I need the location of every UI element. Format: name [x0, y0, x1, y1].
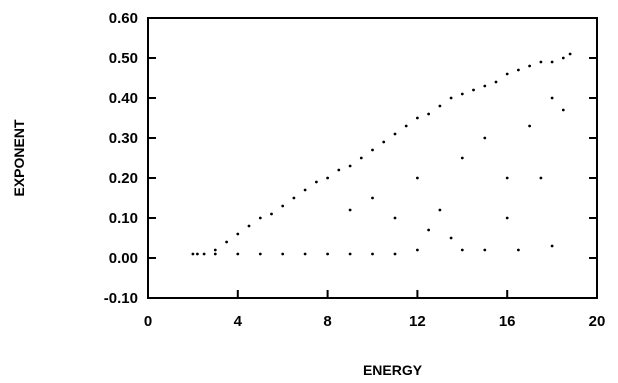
data-point-55: [460, 156, 464, 160]
data-point-48: [517, 248, 520, 252]
data-point-63: [449, 236, 453, 240]
y-tick-label-0: -0.10: [104, 290, 138, 307]
data-point-24: [460, 92, 464, 96]
data-point-1: [202, 252, 206, 256]
data-point-26: [483, 84, 487, 88]
x-tick-label-1: 4: [234, 313, 243, 330]
x-axis-title: ENERGY: [363, 362, 423, 378]
data-point-14: [348, 164, 352, 168]
x-tick-label-3: 12: [409, 313, 426, 330]
data-point-62: [505, 216, 509, 220]
data-point-13: [337, 168, 341, 172]
data-point-45: [416, 248, 419, 252]
data-point-8: [281, 204, 285, 208]
data-point-33: [561, 56, 565, 60]
data-point-42: [348, 252, 352, 256]
data-point-44: [393, 252, 397, 256]
data-point-39: [281, 252, 285, 256]
data-point-3: [225, 240, 229, 244]
data-point-30: [528, 64, 531, 68]
data-point-6: [258, 216, 262, 220]
data-point-52: [393, 216, 397, 220]
y-tick-label-5: 0.40: [109, 90, 138, 107]
data-point-60: [561, 108, 565, 112]
x-tick-label-0: 0: [144, 313, 152, 330]
x-tick-label-4: 16: [499, 313, 516, 330]
y-tick-label-2: 0.10: [109, 210, 138, 227]
data-point-56: [483, 136, 487, 140]
data-point-49: [550, 244, 554, 248]
data-point-54: [438, 208, 442, 212]
y-tick-label-1: 0.00: [109, 250, 138, 267]
data-point-36: [213, 252, 217, 256]
data-point-35: [196, 252, 199, 256]
x-tick-label-2: 8: [323, 313, 331, 330]
data-point-25: [472, 88, 475, 92]
data-point-17: [382, 140, 386, 144]
y-tick-label-4: 0.30: [109, 130, 138, 147]
data-point-21: [427, 112, 430, 116]
data-point-23: [449, 96, 453, 100]
data-point-10: [303, 188, 307, 192]
data-point-5: [247, 224, 251, 228]
data-point-40: [303, 252, 307, 256]
data-point-27: [494, 80, 498, 84]
data-point-11: [315, 180, 318, 184]
data-point-16: [371, 148, 374, 152]
data-point-50: [348, 208, 352, 212]
y-tick-label-6: 0.50: [109, 50, 138, 67]
data-point-15: [359, 156, 363, 160]
data-point-43: [371, 252, 374, 256]
data-point-51: [371, 196, 374, 200]
data-point-19: [404, 124, 408, 128]
data-point-9: [292, 196, 296, 200]
data-point-46: [460, 248, 464, 252]
data-point-64: [427, 228, 430, 232]
data-point-38: [258, 252, 262, 256]
y-axis-title: EXPONENT: [11, 119, 27, 196]
data-point-4: [236, 232, 240, 236]
data-points: [191, 52, 572, 256]
data-point-53: [416, 176, 419, 180]
y-tick-label-7: 0.60: [109, 10, 138, 27]
data-point-59: [550, 96, 554, 100]
data-point-20: [416, 116, 419, 120]
plot-frame: [147, 17, 598, 299]
data-point-22: [438, 104, 442, 108]
data-point-32: [550, 60, 554, 64]
data-point-18: [393, 132, 397, 136]
data-point-28: [505, 72, 509, 76]
data-point-2: [213, 248, 217, 252]
data-point-12: [326, 176, 329, 180]
x-tick-label-5: 20: [589, 313, 606, 330]
data-point-29: [517, 68, 520, 72]
data-point-41: [326, 252, 329, 256]
x-axis: 0 4 8 12 16 20: [144, 290, 606, 330]
y-axis: -0.10 0.00 0.10 0.20 0.30 0.40 0.50 0.60: [104, 10, 597, 307]
data-point-7: [270, 212, 273, 216]
data-point-61: [539, 176, 543, 180]
data-point-0: [191, 252, 195, 256]
data-point-47: [483, 248, 487, 252]
data-point-34: [568, 52, 572, 56]
data-point-58: [528, 124, 531, 128]
y-tick-label-3: 0.20: [109, 170, 138, 187]
data-point-37: [236, 252, 240, 256]
data-point-31: [539, 60, 543, 64]
data-point-57: [505, 176, 509, 180]
